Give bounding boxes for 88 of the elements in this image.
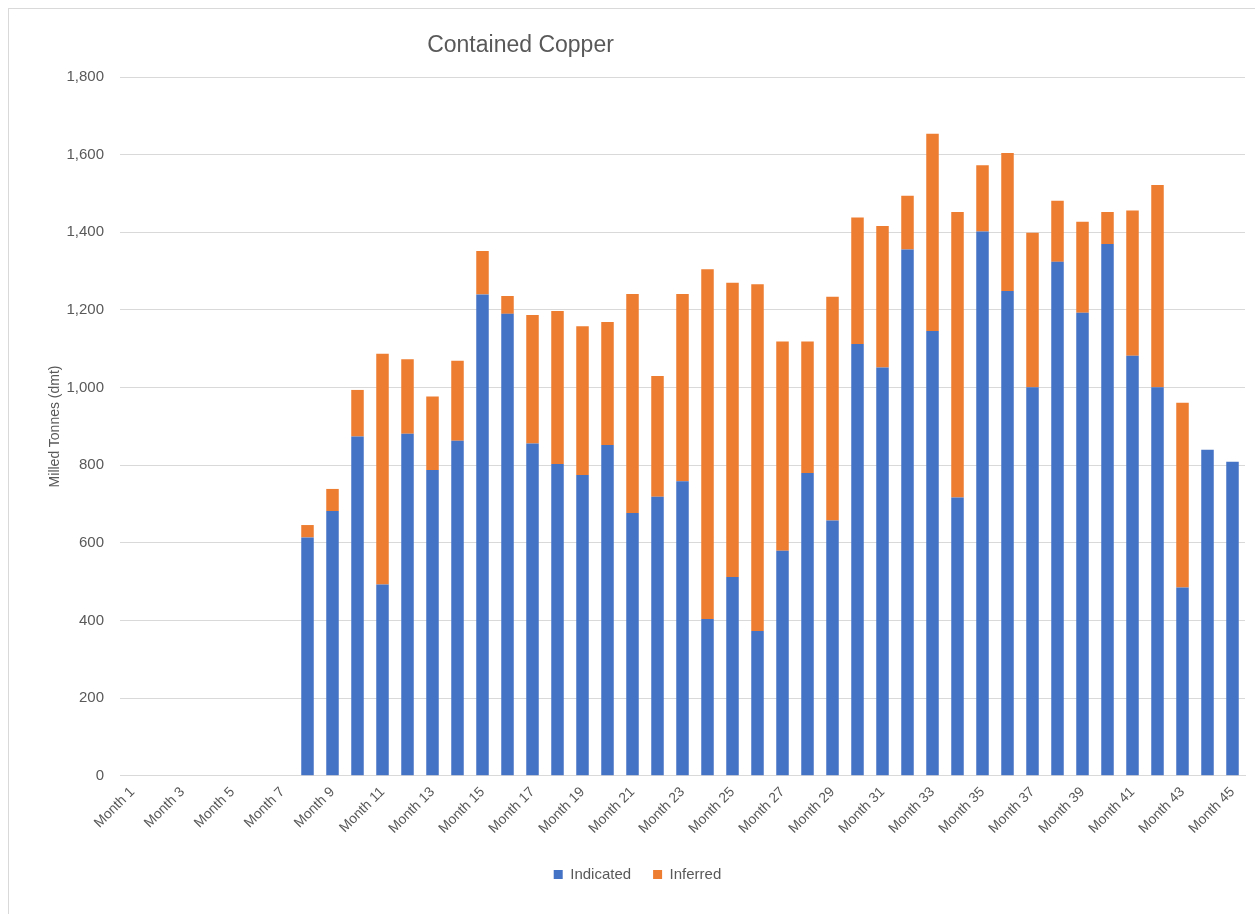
- bar: [1101, 212, 1114, 244]
- bar: [301, 525, 314, 538]
- bar: [526, 315, 539, 444]
- bar: [1151, 184, 1164, 388]
- bar: [1026, 232, 1039, 388]
- bar: [376, 584, 389, 776]
- bar: [601, 321, 614, 446]
- bar: [826, 296, 839, 521]
- bar: [1001, 290, 1014, 776]
- bar: [851, 217, 864, 345]
- bar: [726, 282, 739, 578]
- legend-label: Indicated: [570, 864, 632, 882]
- y-tick-label: 1,400: [66, 222, 104, 240]
- bar: [826, 520, 839, 776]
- y-tick-label: 1,600: [66, 144, 104, 162]
- bar: [576, 474, 589, 776]
- bar: [526, 443, 539, 776]
- bar: [426, 469, 439, 776]
- bar: [401, 359, 414, 434]
- bar: [301, 537, 314, 776]
- bar: [351, 389, 364, 437]
- bar: [926, 330, 939, 776]
- bar: [576, 326, 589, 475]
- bar: [1051, 261, 1064, 776]
- bar: [951, 212, 964, 498]
- bar: [601, 445, 614, 776]
- bar: [776, 341, 789, 551]
- bar: [1051, 200, 1064, 262]
- bar: [651, 496, 664, 776]
- bar: [726, 577, 739, 776]
- y-tick-label: 200: [78, 688, 104, 706]
- bar: [1151, 387, 1164, 776]
- bar: [976, 165, 989, 232]
- bar: [851, 344, 864, 776]
- y-tick-label: 1,800: [66, 67, 104, 85]
- bar: [951, 497, 964, 776]
- bar: [1201, 449, 1214, 776]
- y-tick-label: 0: [95, 765, 104, 783]
- bar: [501, 295, 514, 314]
- y-tick-label: 1,200: [66, 300, 104, 318]
- bar: [676, 481, 689, 776]
- bar: [401, 433, 414, 776]
- y-tick-label: 1,000: [66, 377, 104, 395]
- bar: [651, 375, 664, 497]
- bar: [1026, 387, 1039, 776]
- bar: [326, 488, 339, 512]
- bar: [626, 294, 639, 513]
- bar: [1076, 221, 1089, 313]
- bar: [376, 353, 389, 585]
- legend-label: Inferred: [669, 864, 722, 882]
- bar: [451, 440, 464, 776]
- bar: [901, 249, 914, 776]
- bar: [776, 550, 789, 776]
- bar: [551, 311, 564, 465]
- bar: [1076, 312, 1089, 776]
- bar: [1001, 153, 1014, 291]
- bar: [701, 618, 714, 776]
- bar: [801, 341, 814, 474]
- bar: [926, 133, 939, 331]
- y-tick-label: 800: [78, 455, 104, 473]
- bar: [351, 436, 364, 776]
- bar: [1176, 402, 1189, 588]
- chart-title: Contained Copper: [427, 31, 615, 58]
- bar: [501, 313, 514, 776]
- bar: [1226, 461, 1239, 776]
- bar: [676, 294, 689, 482]
- y-tick-label: 400: [78, 610, 104, 628]
- bar: [801, 473, 814, 776]
- bar: [976, 231, 989, 776]
- bar: [901, 195, 914, 250]
- bar: [326, 511, 339, 776]
- bar: [476, 250, 489, 295]
- bar: [701, 269, 714, 619]
- bar: [476, 294, 489, 776]
- bar: [876, 367, 889, 776]
- bar: [551, 464, 564, 776]
- y-tick-label: 600: [78, 533, 104, 551]
- bar: [876, 226, 889, 368]
- bar: [626, 513, 639, 776]
- bar: [1126, 355, 1139, 776]
- bar: [751, 631, 764, 776]
- bar: [1176, 587, 1189, 776]
- y-axis-title: Milled Tonnes (dmt): [46, 365, 63, 488]
- bar: [1101, 243, 1114, 776]
- bar: [426, 396, 439, 470]
- bar: [751, 284, 764, 632]
- bar: [1126, 210, 1139, 356]
- bar: [451, 360, 464, 441]
